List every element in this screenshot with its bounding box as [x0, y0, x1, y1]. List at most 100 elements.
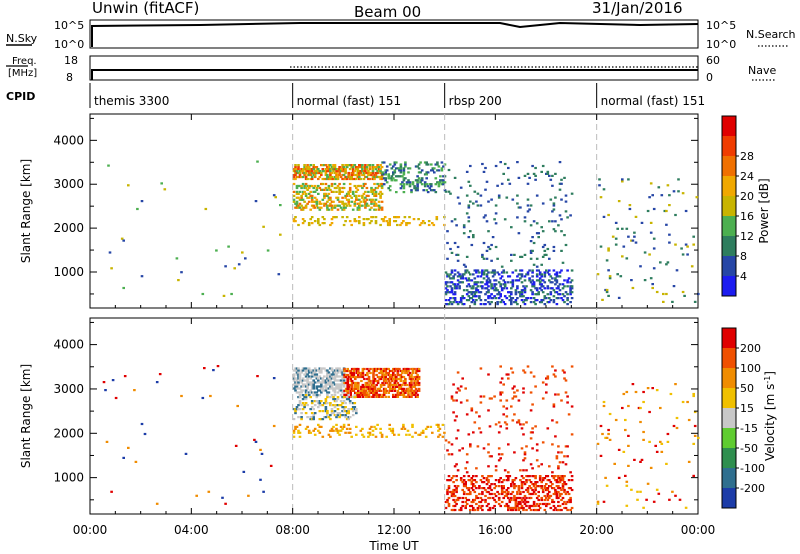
data-cell [433, 189, 436, 192]
data-cell [408, 222, 411, 225]
data-cell [413, 375, 416, 379]
data-cell [534, 385, 537, 388]
data-cell [303, 200, 306, 203]
data-cell [662, 300, 665, 303]
data-cell [552, 299, 556, 302]
data-cell [485, 249, 489, 252]
data-cell [330, 182, 334, 186]
data-cell [256, 375, 259, 378]
data-cell [107, 164, 110, 167]
data-cell [330, 175, 334, 179]
colorbar-segment [722, 428, 736, 448]
data-cell [634, 390, 638, 394]
data-cell [362, 435, 366, 438]
data-cell [566, 455, 569, 458]
data-cell [557, 508, 560, 512]
data-cell [622, 450, 626, 453]
data-cell [338, 170, 341, 173]
data-cell [529, 391, 533, 394]
data-cell [369, 379, 372, 383]
data-cell [541, 490, 545, 494]
data-cell [604, 436, 607, 439]
data-cell [450, 277, 454, 280]
data-cell [502, 413, 505, 416]
data-cell [528, 506, 531, 510]
data-cell [481, 273, 484, 276]
data-cell [366, 395, 369, 398]
nsky-tick-top: 10^5 [54, 19, 84, 32]
data-cell [601, 432, 604, 436]
data-cell [458, 287, 461, 290]
data-cell [551, 487, 554, 490]
axis-ticks: 00:00 04:00 08:00 12:00 16:00 20:00 00:0010002… [53, 114, 715, 537]
data-cell [552, 508, 556, 512]
data-cell [358, 175, 361, 179]
data-cell [318, 404, 322, 407]
data-cell [424, 435, 428, 438]
data-cell [636, 498, 639, 501]
data-cell [297, 404, 300, 407]
data-cell [350, 379, 354, 383]
data-cell [555, 457, 559, 460]
data-cell [315, 396, 319, 399]
data-cell [552, 269, 556, 272]
data-cell [465, 269, 469, 272]
nave-tick-bottom: 0 [706, 71, 713, 84]
data-cell [446, 285, 449, 288]
data-cell [499, 393, 502, 396]
data-cell [300, 168, 303, 171]
data-cell [416, 185, 419, 188]
data-cell [465, 194, 469, 197]
data-cell [260, 452, 264, 455]
data-cell [408, 389, 412, 392]
data-cell [546, 170, 550, 173]
data-cell [563, 500, 566, 504]
data-cell [310, 184, 314, 188]
data-cell [563, 481, 566, 484]
data-cell [336, 404, 340, 407]
data-cell [317, 402, 320, 405]
x-tick-label: 12:00 [377, 523, 412, 537]
data-cell [114, 396, 118, 400]
data-cell [309, 173, 312, 177]
data-cell [373, 177, 376, 181]
data-cell [307, 168, 311, 171]
data-cell [461, 295, 464, 298]
data-cell [503, 162, 507, 166]
data-cell [306, 404, 309, 407]
data-cell [390, 167, 394, 170]
data-cell [341, 173, 344, 177]
data-cell [516, 389, 519, 392]
data-cell [537, 269, 540, 272]
data-cell [347, 394, 350, 397]
data-cell [607, 294, 610, 297]
data-cell [312, 414, 315, 417]
data-cell [500, 377, 504, 380]
data-cell [665, 462, 668, 465]
data-cell [472, 488, 475, 492]
data-cell [532, 263, 536, 266]
data-cell [452, 498, 455, 502]
data-cell [292, 387, 296, 390]
data-cell [361, 194, 364, 197]
data-cell [396, 371, 400, 375]
data-cell [621, 227, 624, 230]
data-cell [390, 377, 394, 381]
data-cell [336, 198, 340, 201]
data-cell [341, 402, 344, 405]
data-cell [332, 216, 335, 219]
data-cell [511, 198, 515, 201]
data-cell [456, 271, 460, 274]
data-cell [304, 396, 308, 399]
data-cell [338, 188, 341, 191]
data-cell [511, 397, 515, 400]
colorbar-tick-label: -50 [740, 442, 758, 455]
data-cell [379, 182, 382, 186]
data-cell [399, 387, 403, 390]
data-cell [298, 396, 302, 399]
data-cell [344, 375, 348, 379]
data-cell [669, 392, 673, 396]
data-cell [548, 174, 551, 177]
data-cell [499, 301, 502, 304]
data-cell [320, 369, 323, 372]
